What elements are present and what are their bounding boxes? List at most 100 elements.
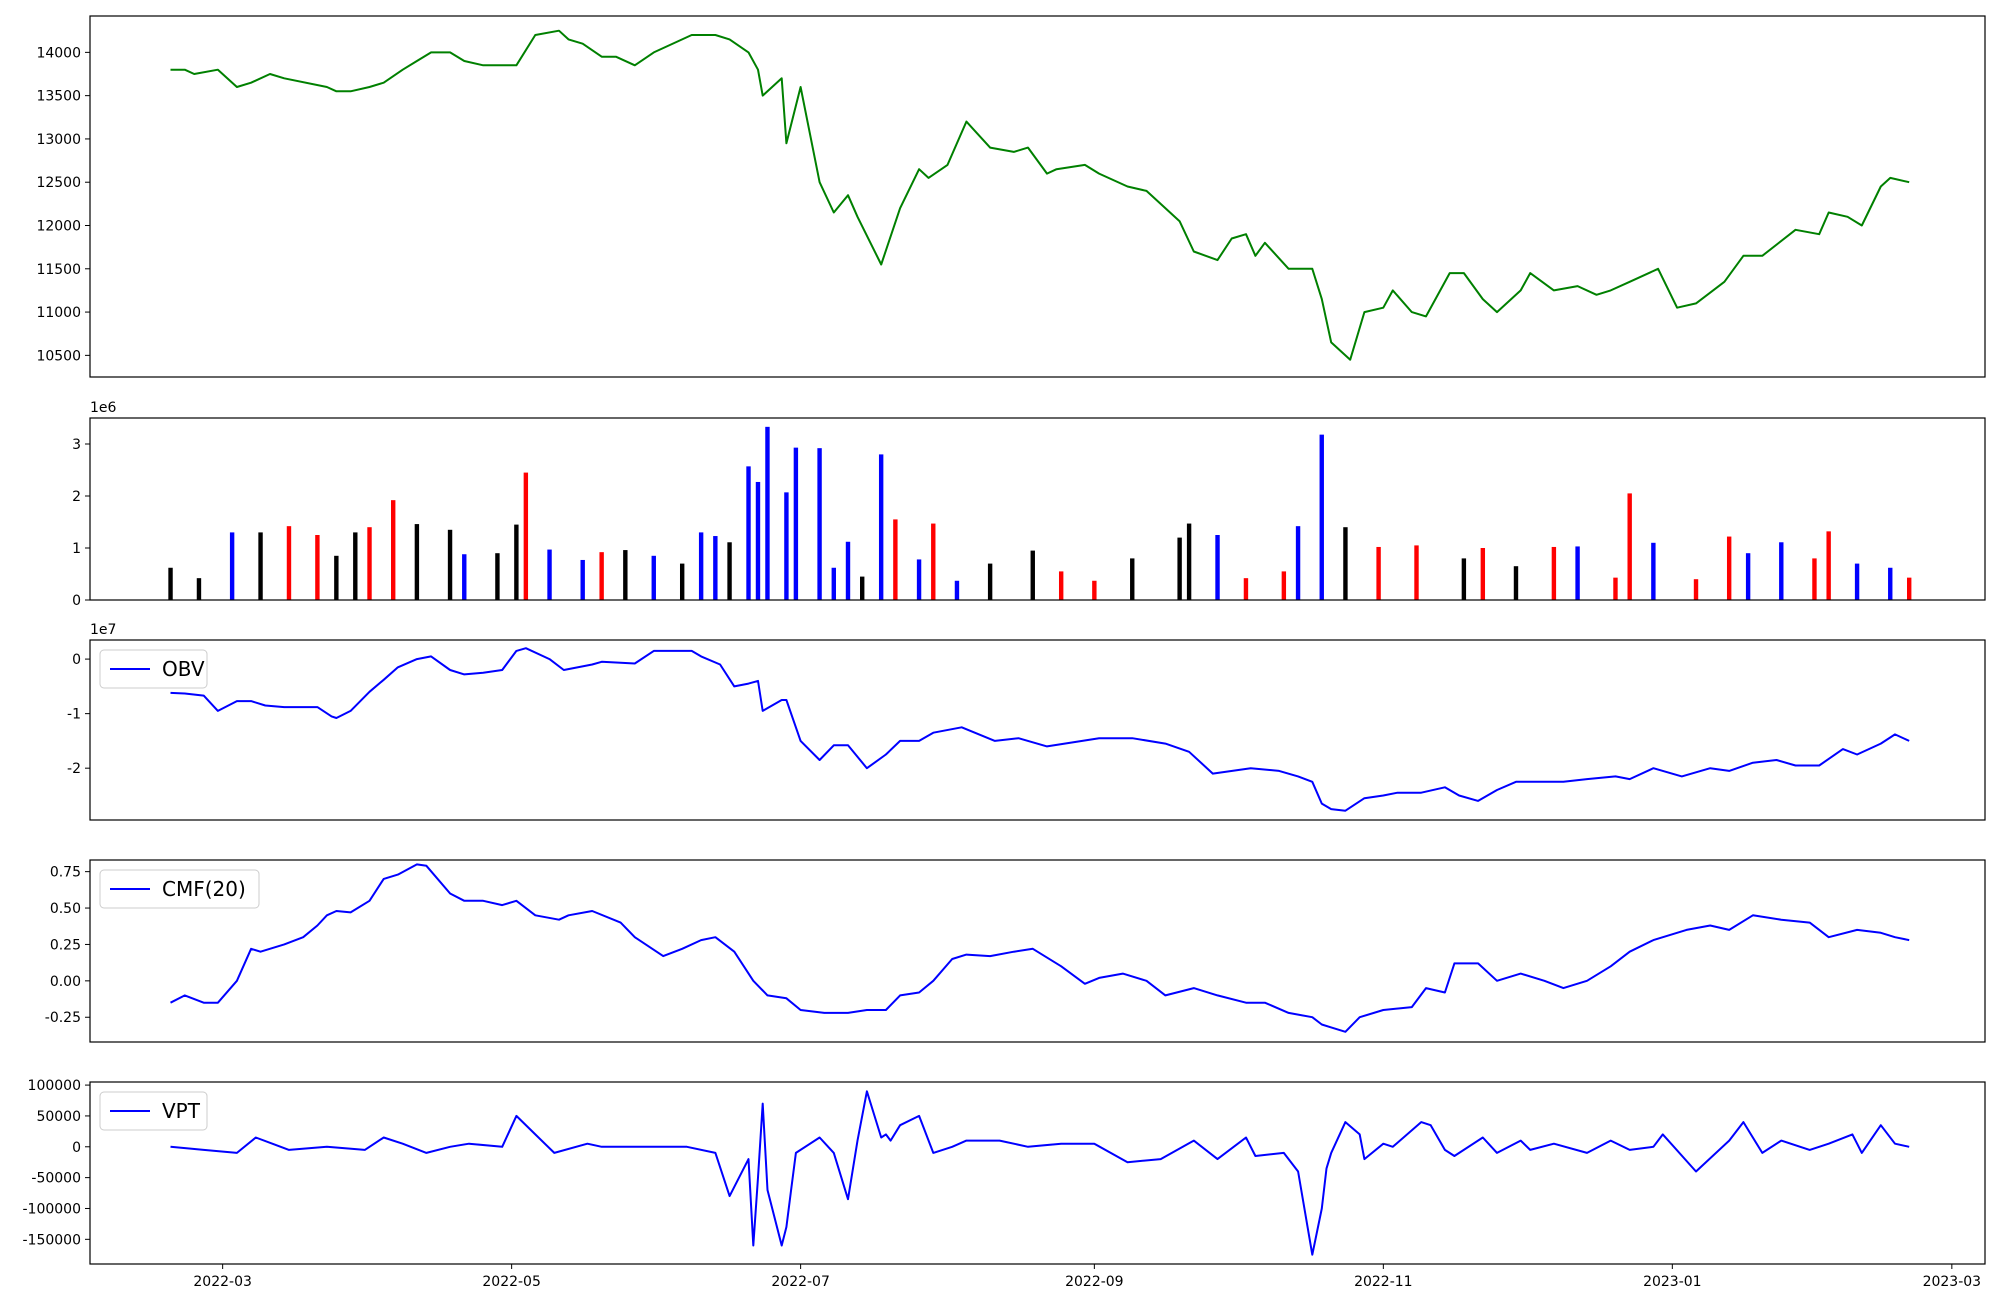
- volume-bar: [1907, 577, 1912, 600]
- volume-bar: [1215, 535, 1220, 600]
- obv-legend-box: [99, 649, 208, 689]
- volume-bar: [1888, 567, 1893, 600]
- volume-bar: [1243, 578, 1249, 600]
- cmf-ytick-label: 0.25: [50, 937, 81, 953]
- volume-ytick-label: 0: [72, 593, 81, 609]
- volume-bar: [954, 580, 960, 600]
- volume-bar: [784, 492, 789, 600]
- vpt-xtick-label: 2022-03: [193, 1274, 252, 1290]
- cmf-ytick-label: 0.00: [50, 974, 81, 990]
- cmf-ytick-label: -0.25: [45, 1010, 81, 1026]
- volume-bar: [196, 578, 202, 600]
- volume-bar: [931, 523, 936, 600]
- volume-panel: 0 1 2 3 1e6: [72, 400, 1986, 609]
- volume-bar: [1812, 558, 1817, 600]
- volume-plot-area: [168, 426, 1912, 600]
- volume-bar: [1826, 531, 1831, 600]
- vpt-xtick-label: 2022-09: [1065, 1274, 1124, 1290]
- obv-legend: OBV: [99, 649, 208, 689]
- volume-bar: [1376, 546, 1381, 600]
- volume-bar: [1058, 571, 1064, 600]
- vpt-axes-frame: [89, 1081, 1986, 1265]
- vpt-ytick-label: 100000: [28, 1078, 81, 1094]
- volume-bar: [1726, 536, 1732, 600]
- cmf-legend-label: CMF(20): [162, 877, 246, 901]
- vpt-xtick-label: 2022-07: [771, 1274, 830, 1290]
- volume-bar: [713, 536, 718, 600]
- vpt-xtick-label: 2023-03: [1923, 1274, 1982, 1290]
- volume-ytick-label: 3: [72, 437, 81, 453]
- obv-scale-label: 1e7: [90, 622, 116, 638]
- vpt-xtick-label: 2023-01: [1643, 1274, 1702, 1290]
- vpt-ytick-label: 0: [72, 1140, 81, 1156]
- price-plot-area: [170, 29, 1910, 361]
- price-panel: 10500 11000 11500 12000 12500 13000 13500 14000: [36, 15, 1986, 378]
- volume-bar: [523, 472, 529, 600]
- volume-bar: [229, 532, 235, 600]
- obv-ytick-label: -1: [67, 707, 81, 723]
- price-ytick-label: 14000: [36, 45, 81, 61]
- volume-bar: [1130, 558, 1135, 600]
- price-ytick-label: 13500: [36, 89, 81, 105]
- volume-bar: [987, 563, 993, 600]
- volume-bar: [765, 426, 770, 600]
- volume-bar: [1651, 542, 1656, 600]
- volume-bar: [1343, 527, 1348, 600]
- volume-bar: [1513, 566, 1519, 600]
- volume-bar: [916, 559, 922, 600]
- volume-bar: [1693, 579, 1699, 600]
- volume-bar: [831, 567, 836, 600]
- cmf-plot-area: [170, 863, 1910, 1033]
- volume-bar: [893, 519, 898, 600]
- volume-bar: [1779, 542, 1784, 600]
- price-ytick-label: 11000: [36, 305, 81, 321]
- volume-bar: [1414, 545, 1419, 600]
- volume-bar: [1092, 580, 1097, 600]
- cmf-series-line: [170, 863, 1910, 1033]
- volume-bar: [1627, 493, 1632, 600]
- volume-bar: [746, 466, 751, 600]
- price-ytick-label: 12500: [36, 175, 81, 191]
- volume-bar: [1480, 548, 1486, 600]
- cmf-panel: -0.25 0.00 0.25 0.50 0.75 CMF(20): [45, 859, 1986, 1043]
- vpt-ytick-label: -50000: [31, 1171, 81, 1187]
- volume-bar: [334, 555, 339, 600]
- vpt-legend-label: VPT: [162, 1099, 201, 1123]
- volume-bar: [258, 532, 263, 600]
- volume-bar: [353, 532, 358, 600]
- obv-plot-area: [170, 647, 1910, 812]
- obv-axes-frame: [89, 639, 1986, 821]
- vpt-xtick-label: 2022-05: [482, 1274, 541, 1290]
- volume-bar: [623, 550, 628, 600]
- volume-bar: [878, 454, 884, 600]
- volume-bar: [679, 563, 685, 600]
- volume-bar: [1177, 537, 1182, 600]
- price-series-line: [170, 29, 1910, 361]
- cmf-legend-box: [99, 869, 260, 909]
- volume-scale-label: 1e6: [90, 400, 117, 416]
- vpt-plot-area: [170, 1090, 1910, 1256]
- volume-bar: [1551, 546, 1557, 600]
- volume-bar: [1319, 434, 1324, 600]
- cmf-axes-frame: [89, 859, 1986, 1043]
- cmf-legend: CMF(20): [99, 869, 260, 909]
- vpt-ytick-label: 50000: [36, 1109, 81, 1125]
- price-ytick-label: 10500: [36, 348, 81, 364]
- volume-bar: [367, 527, 372, 600]
- volume-bar: [580, 559, 585, 600]
- volume-bar: [168, 567, 173, 600]
- vpt-ytick-label: -100000: [23, 1201, 82, 1217]
- volume-bar: [1613, 577, 1618, 600]
- volume-bar: [1745, 553, 1751, 600]
- volume-bar: [414, 524, 420, 600]
- price-ytick-label: 12000: [36, 219, 81, 235]
- volume-bar: [651, 555, 656, 600]
- obv-ytick-label: 0: [72, 652, 81, 668]
- volume-bar: [845, 541, 851, 600]
- obv-ytick-label: -2: [67, 761, 81, 777]
- vpt-panel: -150000 -100000 -50000 0 50000 100000 VPT 2022-…: [23, 1078, 1986, 1290]
- volume-bar: [599, 552, 604, 600]
- cmf-ytick-label: 0.75: [50, 865, 81, 881]
- volume-ytick-label: 2: [72, 489, 81, 505]
